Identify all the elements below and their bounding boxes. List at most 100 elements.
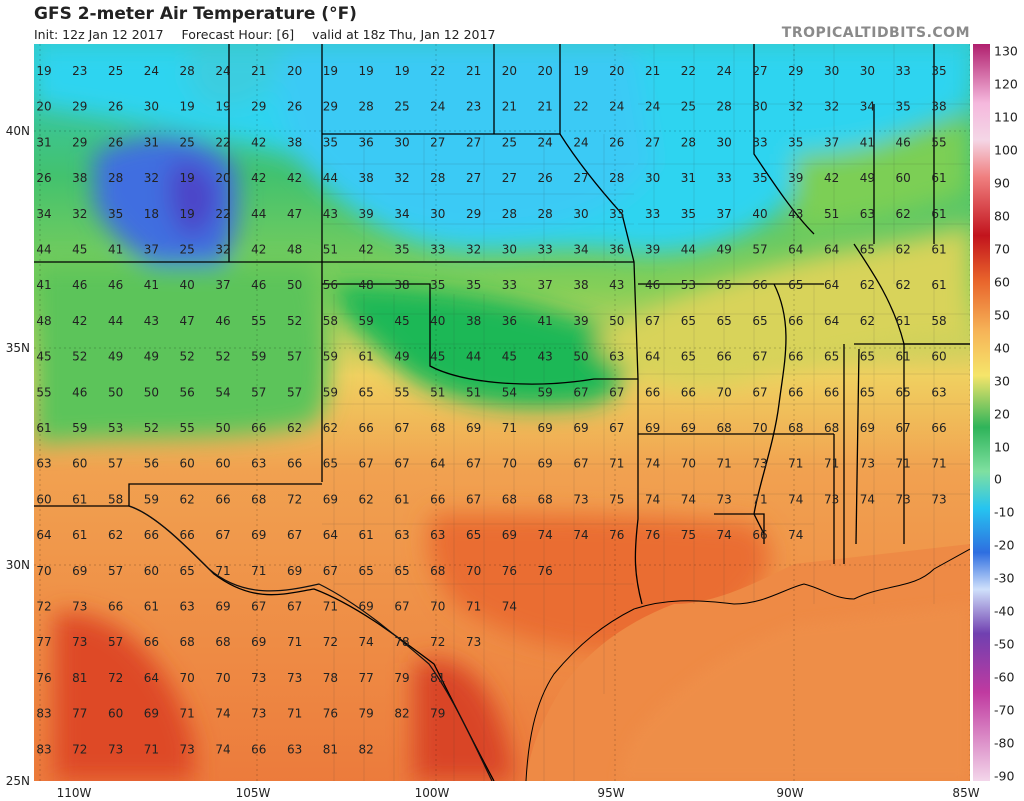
station-temp: 65 [323, 457, 338, 471]
station-temp: 66 [788, 385, 803, 399]
color-scale-label: 120 [994, 76, 1018, 92]
station-temp: 66 [824, 385, 839, 399]
station-temp: 63 [394, 528, 409, 542]
forecast-hour: Forecast Hour: [6] [181, 27, 295, 42]
station-temp: 74 [860, 492, 875, 506]
station-temp: 21 [251, 64, 266, 78]
station-temp: 66 [251, 421, 266, 435]
station-temp: 32 [824, 100, 839, 114]
color-scale-label: -50 [994, 636, 1015, 652]
station-temp: 63 [180, 600, 195, 614]
station-temp: 44 [36, 243, 51, 257]
station-temp: 30 [502, 243, 517, 257]
station-temp: 49 [144, 350, 159, 364]
map-canvas: 19 23 25 24 28 24 21 20 19 19 19 22 21 20 20 19 20 21 22 24… [34, 44, 970, 781]
station-temp: 63 [430, 528, 445, 542]
station-temp: 50 [215, 421, 230, 435]
station-temp: 62 [896, 243, 911, 257]
station-temp: 56 [180, 385, 195, 399]
station-temp: 67 [251, 600, 266, 614]
lat-label-25n: 25N [5, 774, 30, 788]
station-temp: 71 [717, 457, 732, 471]
station-temp: 23 [466, 100, 481, 114]
station-temp: 65 [860, 385, 875, 399]
station-temp: 49 [860, 171, 875, 185]
station-temp: 57 [287, 350, 302, 364]
color-scale-label: 10 [994, 439, 1010, 454]
station-temp: 64 [323, 528, 338, 542]
station-temp: 46 [72, 385, 87, 399]
station-temp: 69 [466, 421, 481, 435]
temperature-map: 19 23 25 24 28 24 21 20 19 19 19 22 21 20 20 19 20 21 22 24… [34, 44, 970, 781]
station-temp: 74 [215, 742, 230, 756]
station-temp: 83 [36, 742, 51, 756]
station-temp: 67 [323, 564, 338, 578]
station-temp: 74 [573, 528, 588, 542]
station-temp: 19 [180, 207, 195, 221]
station-temp: 64 [144, 671, 159, 685]
station-temp: 40 [180, 278, 195, 292]
station-temp: 24 [538, 135, 553, 149]
station-temp: 35 [931, 64, 946, 78]
station-temp: 50 [573, 350, 588, 364]
station-temp: 77 [36, 635, 51, 649]
station-temp: 76 [609, 528, 624, 542]
station-temp: 61 [931, 278, 946, 292]
station-temp: 24 [717, 64, 732, 78]
station-temp: 71 [502, 421, 517, 435]
station-temp: 35 [681, 207, 696, 221]
station-temp: 32 [215, 243, 230, 257]
station-temp: 73 [824, 492, 839, 506]
station-temp: 33 [430, 243, 445, 257]
station-temp: 45 [36, 350, 51, 364]
station-temp: 66 [251, 742, 266, 756]
station-temp: 58 [931, 314, 946, 328]
station-temp: 52 [144, 421, 159, 435]
station-temp: 71 [323, 600, 338, 614]
station-temp: 78 [323, 671, 338, 685]
station-temp: 67 [394, 600, 409, 614]
station-temp: 67 [609, 421, 624, 435]
station-temp: 69 [251, 528, 266, 542]
station-temp: 19 [394, 64, 409, 78]
station-temp: 42 [251, 171, 266, 185]
station-temp: 30 [573, 207, 588, 221]
station-temp: 75 [609, 492, 624, 506]
station-temp: 44 [466, 350, 481, 364]
station-temp: 33 [645, 207, 660, 221]
station-temp: 28 [681, 135, 696, 149]
station-temp: 81 [430, 671, 445, 685]
station-temp: 28 [359, 100, 374, 114]
station-temp: 81 [72, 671, 87, 685]
station-temp: 72 [287, 492, 302, 506]
station-temp: 44 [681, 243, 696, 257]
station-temp: 66 [144, 635, 159, 649]
station-temp: 73 [717, 492, 732, 506]
station-temp: 67 [394, 457, 409, 471]
station-temp: 55 [931, 135, 946, 149]
station-temp: 27 [502, 171, 517, 185]
station-temp: 76 [36, 671, 51, 685]
station-temp: 72 [430, 635, 445, 649]
station-temp: 69 [860, 421, 875, 435]
station-temp: 73 [251, 707, 266, 721]
station-temp: 35 [323, 135, 338, 149]
color-scale-label: -60 [994, 669, 1015, 685]
station-temp: 33 [538, 243, 553, 257]
station-temp: 19 [180, 171, 195, 185]
lon-label-85w: 85W [952, 786, 980, 800]
station-temp: 69 [359, 600, 374, 614]
station-temp: 38 [72, 171, 87, 185]
station-temp: 71 [180, 707, 195, 721]
station-temp: 79 [359, 707, 374, 721]
station-temp: 28 [430, 171, 445, 185]
station-temp: 63 [931, 385, 946, 399]
station-temp: 27 [752, 64, 767, 78]
station-temp: 44 [251, 207, 266, 221]
station-temp: 61 [36, 421, 51, 435]
station-temp: 68 [251, 492, 266, 506]
station-temp: 63 [287, 742, 302, 756]
station-temp: 68 [788, 421, 803, 435]
station-temp: 30 [430, 207, 445, 221]
station-temp: 70 [466, 564, 481, 578]
